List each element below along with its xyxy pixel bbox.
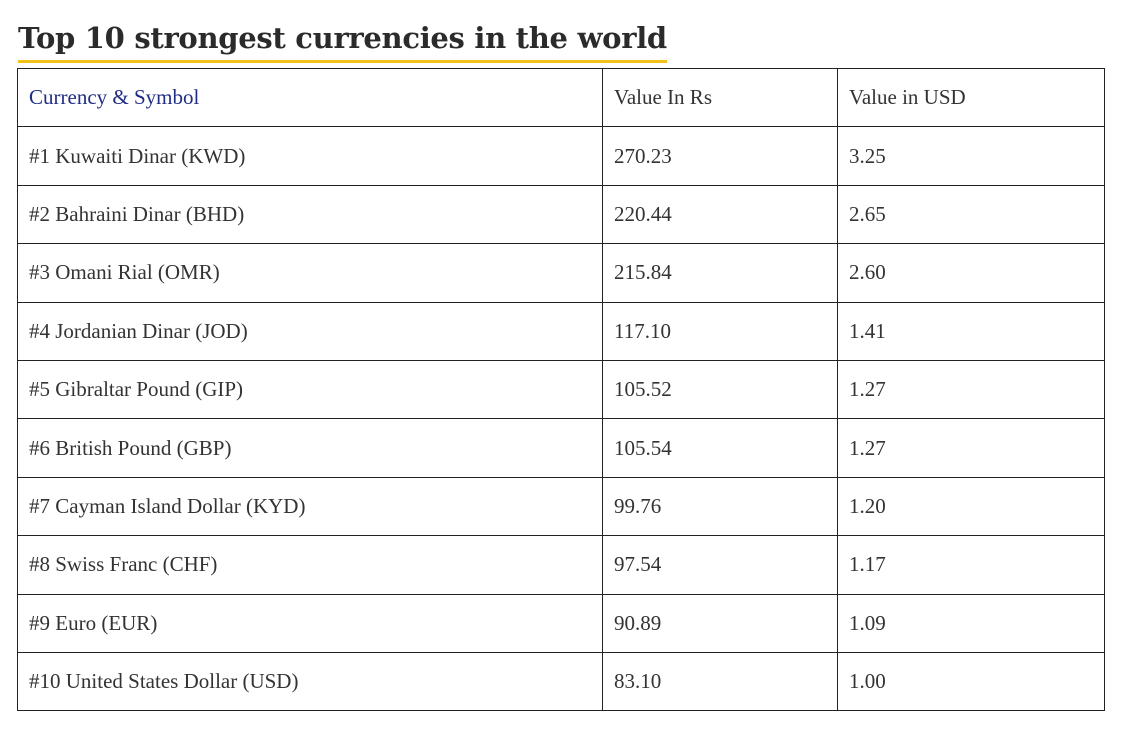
cell-value-usd: 1.20	[837, 476, 1105, 537]
cell-value-usd: 1.27	[837, 418, 1105, 478]
table-row: #3 Omani Rial (OMR) 215.84 2.60	[17, 243, 1105, 303]
cell-value-rs: 105.52	[602, 359, 838, 420]
cell-currency: #4 Jordanian Dinar (JOD)	[17, 301, 603, 361]
table-row: #2 Bahraini Dinar (BHD) 220.44 2.65	[17, 184, 1105, 245]
table-row: #7 Cayman Island Dollar (KYD) 99.76 1.20	[17, 476, 1105, 537]
header-value-usd: Value in USD	[837, 67, 1105, 128]
cell-value-usd: 1.41	[837, 301, 1105, 361]
cell-currency: #9 Euro (EUR)	[17, 593, 603, 653]
header-currency: Currency & Symbol	[17, 67, 603, 128]
header-value-rs: Value In Rs	[602, 67, 838, 128]
cell-value-usd: 1.17	[837, 535, 1105, 595]
cell-value-rs: 117.10	[602, 301, 838, 361]
table-row: #4 Jordanian Dinar (JOD) 117.10 1.41	[17, 301, 1105, 361]
cell-value-rs: 99.76	[602, 476, 838, 537]
cell-currency: #1 Kuwaiti Dinar (KWD)	[17, 126, 603, 186]
cell-value-rs: 83.10	[602, 651, 838, 712]
cell-currency: #5 Gibraltar Pound (GIP)	[17, 359, 603, 420]
table-row: #9 Euro (EUR) 90.89 1.09	[17, 593, 1105, 653]
cell-value-usd: 2.65	[837, 184, 1105, 245]
cell-value-usd: 2.60	[837, 243, 1105, 303]
cell-value-rs: 97.54	[602, 535, 838, 595]
cell-value-rs: 215.84	[602, 243, 838, 303]
cell-currency: #10 United States Dollar (USD)	[17, 651, 603, 712]
cell-currency: #7 Cayman Island Dollar (KYD)	[17, 476, 603, 537]
cell-value-rs: 270.23	[602, 126, 838, 186]
currency-table: Currency & Symbol Value In Rs Value in U…	[17, 67, 1105, 712]
cell-currency: #6 British Pound (GBP)	[17, 418, 603, 478]
table-row: #6 British Pound (GBP) 105.54 1.27	[17, 418, 1105, 478]
cell-currency: #8 Swiss Franc (CHF)	[17, 535, 603, 595]
table-header-row: Currency & Symbol Value In Rs Value in U…	[17, 67, 1105, 128]
cell-value-rs: 220.44	[602, 184, 838, 245]
page-title: Top 10 strongest currencies in the world	[18, 18, 667, 63]
table-row: #8 Swiss Franc (CHF) 97.54 1.17	[17, 535, 1105, 595]
cell-value-usd: 1.27	[837, 359, 1105, 420]
cell-currency: #3 Omani Rial (OMR)	[17, 243, 603, 303]
cell-value-rs: 105.54	[602, 418, 838, 478]
table-row: #1 Kuwaiti Dinar (KWD) 270.23 3.25	[17, 126, 1105, 186]
cell-value-usd: 3.25	[837, 126, 1105, 186]
table-row: #5 Gibraltar Pound (GIP) 105.52 1.27	[17, 359, 1105, 420]
table-row: #10 United States Dollar (USD) 83.10 1.00	[17, 651, 1105, 712]
cell-currency: #2 Bahraini Dinar (BHD)	[17, 184, 603, 245]
cell-value-rs: 90.89	[602, 593, 838, 653]
cell-value-usd: 1.09	[837, 593, 1105, 653]
cell-value-usd: 1.00	[837, 651, 1105, 712]
